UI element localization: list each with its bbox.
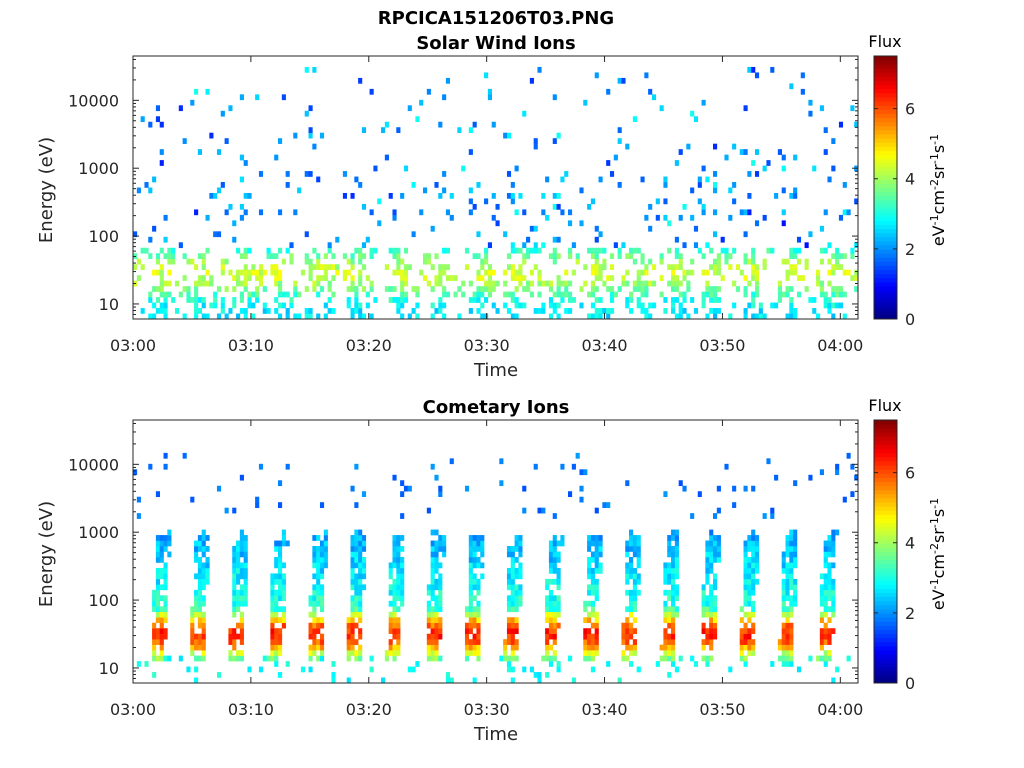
heatmap-cells [133, 452, 859, 684]
y-tick-label: 100 [88, 591, 119, 610]
colorbar: 0 2 4 6 [873, 419, 915, 693]
y-tick-label: 10 [99, 659, 119, 678]
colorbar-tick-label: 0 [905, 674, 915, 693]
x-tick-label: 03:50 [699, 336, 745, 355]
x-tick-label: 03:00 [110, 336, 156, 355]
figure-title: RPCICA151206T03.PNG [378, 8, 614, 29]
colorbar-label: eV-1cm-2sr-1s-1 [928, 134, 949, 246]
y-tick-label: 100 [88, 227, 119, 246]
colorbar: 0 2 4 6 [873, 55, 915, 329]
heatmap-area: 03:00 03:10 03:20 03:30 03:40 03:50 04:00 10 100… [68, 419, 915, 719]
colorbar-title: Flux [868, 32, 901, 51]
plot-background [133, 420, 858, 683]
x-tick-label: 03:50 [699, 700, 745, 719]
y-tick-label: 10000 [68, 91, 119, 110]
colorbar-title: Flux [868, 396, 901, 415]
x-tick-label: 03:40 [581, 700, 627, 719]
colorbar-tick-label: 6 [905, 464, 915, 483]
y-tick-label: 10000 [68, 455, 119, 474]
colorbar-tick-label: 6 [905, 100, 915, 119]
x-tick-label: 03:40 [581, 336, 627, 355]
y-tick-label: 1000 [78, 159, 119, 178]
panel-title: Solar Wind Ions [416, 33, 575, 54]
x-tick-label: 04:00 [817, 700, 863, 719]
axes-frame [132, 419, 859, 684]
colorbar-tick-label: 4 [905, 534, 915, 553]
x-tick-label: 03:20 [346, 700, 392, 719]
panel-title: Cometary Ions [423, 397, 570, 418]
y-tick-label: 1000 [78, 523, 119, 542]
x-axis-label: Time [473, 724, 518, 745]
x-tick-label: 04:00 [817, 336, 863, 355]
axes-frame [132, 55, 859, 320]
heatmap-area: 03:00 03:10 03:20 03:30 03:40 03:50 04:00 10 100… [68, 55, 915, 355]
x-tick-label: 03:10 [228, 700, 274, 719]
y-axis-label: Energy (eV) [36, 501, 57, 607]
x-tick-label: 03:10 [228, 336, 274, 355]
x-tick-label: 03:00 [110, 700, 156, 719]
colorbar-tick-label: 0 [905, 310, 915, 329]
x-tick-label: 03:30 [464, 336, 510, 355]
heatmap-cells [133, 66, 859, 320]
y-tick-label: 10 [99, 295, 119, 314]
panel-solar-wind: Solar Wind Ions Flux Time Energy (eV) eV… [36, 32, 948, 381]
colorbar-tick-label: 4 [905, 170, 915, 189]
colorbar-tick-label: 2 [905, 604, 915, 623]
x-tick-label: 03:20 [346, 336, 392, 355]
panel-cometary: Cometary Ions Flux Time Energy (eV) eV-1… [36, 396, 948, 745]
colorbar-label: eV-1cm-2sr-1s-1 [928, 498, 949, 610]
x-axis-label: Time [473, 360, 518, 381]
colorbar-tick-label: 2 [905, 240, 915, 259]
y-axis-label: Energy (eV) [36, 137, 57, 243]
x-tick-label: 03:30 [464, 700, 510, 719]
